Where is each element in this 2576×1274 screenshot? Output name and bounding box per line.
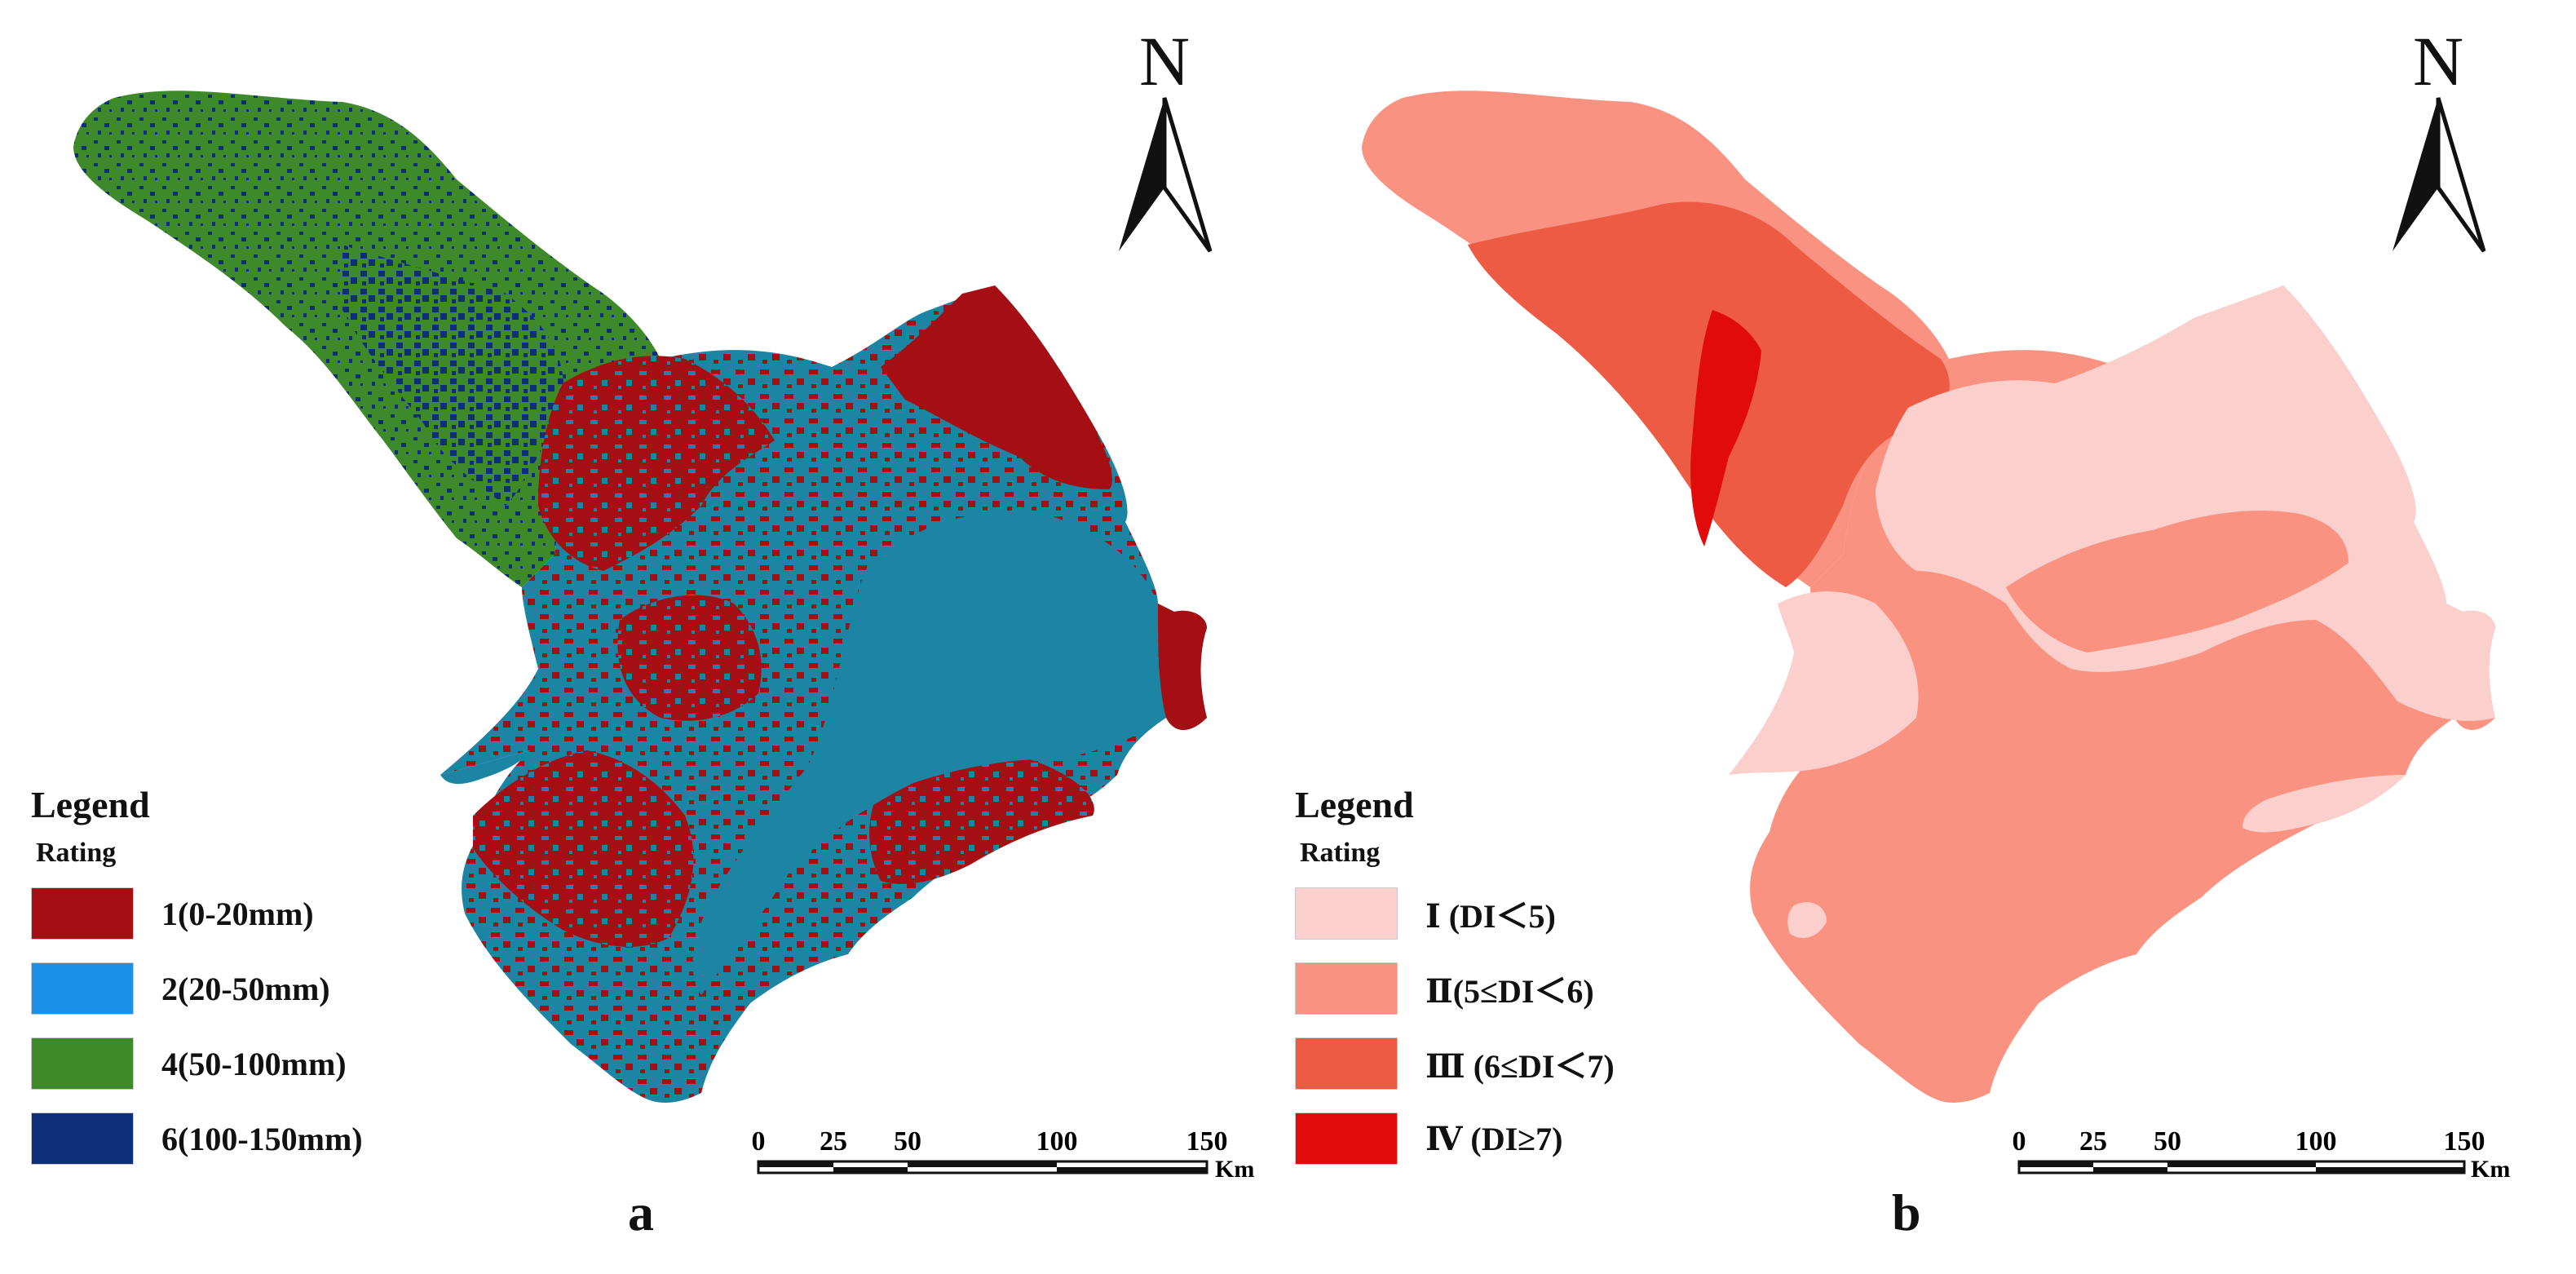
scale-tick-100: 100 — [2295, 1126, 2337, 1157]
legend-swatch — [31, 1037, 134, 1090]
legend-swatch — [1295, 1113, 1398, 1165]
zone-red-ne — [881, 285, 1112, 489]
legend-subtitle: Rating — [1300, 838, 1381, 868]
legend-swatch — [31, 887, 134, 940]
legend-swatch — [1295, 1037, 1398, 1090]
scale-bar-a: 0 25 50 100 150 Km — [752, 1126, 1255, 1183]
legend-label: Ⅰ (DI＜5) — [1425, 898, 1556, 935]
north-arrow-b: N — [2393, 22, 2486, 253]
north-arrow-label: N — [1139, 22, 1190, 100]
zone-red-central — [617, 595, 762, 721]
scale-tick-25: 25 — [2079, 1126, 2107, 1157]
legend-a: Legend Rating 1(0-20mm) 2(20-50mm) 4(50-… — [31, 783, 363, 1187]
zone-i-sw-spot — [1787, 902, 1827, 938]
zone-red-sw — [473, 750, 694, 947]
legend-item: 4(50-100mm) — [31, 1037, 363, 1090]
legend-item: Ⅳ (DI≥7) — [1295, 1112, 1615, 1166]
map-panel-a: N 0 25 50 100 150 Km Legend Rating 1(0-2… — [0, 0, 1288, 1270]
legend-item: 6(100-150mm) — [31, 1112, 363, 1166]
legend-item: 2(20-50mm) — [31, 962, 363, 1015]
scale-tick-50: 50 — [2154, 1126, 2181, 1157]
legend-label: Ⅱ(5≤DI＜6) — [1425, 973, 1594, 1010]
legend-swatch — [31, 1113, 134, 1165]
north-arrow-label: N — [2413, 22, 2463, 100]
legend-title: Legend — [1295, 784, 1414, 825]
legend-item: Ⅱ(5≤DI＜6) — [1295, 962, 1615, 1015]
legend-title: Legend — [31, 784, 150, 825]
scale-tick-0: 0 — [2013, 1126, 2026, 1157]
scale-unit: Km — [1215, 1156, 1254, 1183]
map-panel-b: N 0 25 50 100 150 Km Legend Rating Ⅰ (DI… — [1288, 0, 2576, 1270]
map-a-canvas: N 0 25 50 100 150 Km — [73, 22, 1255, 1183]
zone-i-southeast — [2242, 775, 2406, 833]
scale-tick-25: 25 — [820, 1126, 847, 1157]
zone-red-north — [538, 356, 775, 571]
zone-teal-core — [692, 511, 1166, 995]
panel-label-a: a — [628, 1183, 654, 1241]
scale-unit: Km — [2471, 1156, 2510, 1183]
legend-label: 1(0-20mm) — [161, 895, 314, 932]
zone-iv-streak — [1690, 310, 1761, 546]
panel-label-b: b — [1892, 1183, 1921, 1241]
legend-swatch — [1295, 887, 1398, 940]
zone-red-east — [1158, 604, 1207, 730]
scale-tick-100: 100 — [1036, 1126, 1078, 1157]
north-arrow-a: N — [1119, 22, 1213, 253]
legend-label: 2(20-50mm) — [161, 970, 330, 1007]
legend-item: 1(0-20mm) — [31, 887, 363, 940]
zone-i-west — [1729, 591, 1919, 775]
legend-label: 4(50-100mm) — [161, 1045, 347, 1082]
legend-swatch — [31, 962, 134, 1015]
zone-ii-central — [2006, 511, 2348, 652]
legend-label: Ⅲ (6≤DI＜7) — [1425, 1048, 1615, 1085]
legend-item: Ⅰ (DI＜5) — [1295, 887, 1615, 940]
legend-subtitle: Rating — [36, 838, 117, 868]
legend-item: Ⅲ (6≤DI＜7) — [1295, 1037, 1615, 1090]
scale-tick-0: 0 — [752, 1126, 766, 1157]
legend-swatch — [1295, 962, 1398, 1015]
scale-tick-150: 150 — [2444, 1126, 2485, 1157]
zone-red-se — [869, 755, 1094, 884]
map-b-canvas: N 0 25 50 100 150 Km — [1362, 22, 2511, 1183]
legend-label: Ⅳ (DI≥7) — [1425, 1120, 1563, 1157]
zone-green-dense — [342, 245, 564, 506]
zone-west-sliver — [440, 750, 530, 785]
scale-tick-50: 50 — [894, 1126, 921, 1157]
scale-tick-150: 150 — [1186, 1126, 1228, 1157]
legend-b: Legend Rating Ⅰ (DI＜5) Ⅱ(5≤DI＜6) Ⅲ (6≤DI… — [1295, 783, 1615, 1187]
legend-label: 6(100-150mm) — [161, 1120, 363, 1157]
scale-bar-b: 0 25 50 100 150 Km — [2013, 1126, 2511, 1183]
